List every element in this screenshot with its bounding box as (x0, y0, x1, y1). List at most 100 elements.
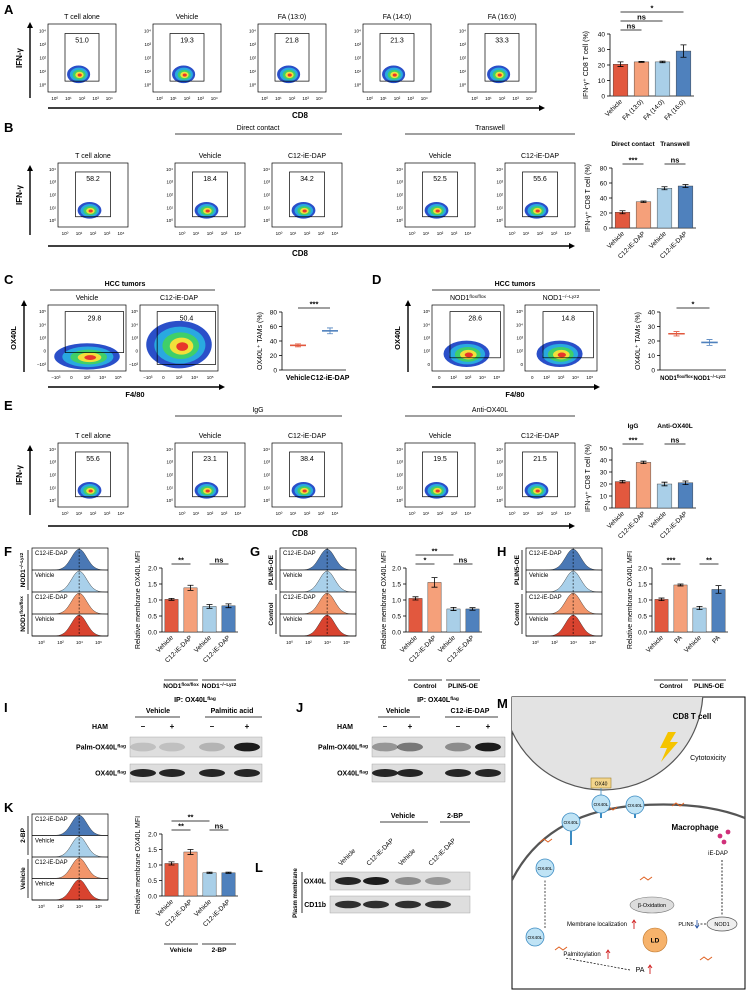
side-label: PLIN5-OE (514, 554, 521, 585)
y-tick-label: 0 (43, 349, 46, 354)
y-tick-label: 80 (270, 309, 278, 316)
x-tick-label: 10⁴ (332, 511, 339, 516)
x-tick-label: 0 (70, 375, 73, 380)
arrow-head (27, 165, 33, 171)
y-axis-label: IFN-γ⁺ CD8 T cell (%) (583, 31, 590, 99)
y-tick-label: 0.5 (148, 613, 157, 620)
y-tick-label: 10⁰ (396, 218, 403, 223)
x-tick-label: 10⁴ (526, 96, 533, 101)
sign-label: – (210, 722, 215, 731)
arrow-head (569, 243, 575, 249)
ham-label: HAM (92, 724, 108, 731)
y-tick-label: 1.5 (638, 581, 647, 588)
panel-letter: K (4, 800, 14, 815)
y-tick-label: 1.5 (148, 847, 157, 854)
y-tick-label: 10² (263, 193, 270, 198)
plot-title: Vehicle (76, 295, 99, 302)
flow-y-label: OX40L (393, 326, 402, 350)
y-tick-label: 10² (166, 193, 173, 198)
panel-letter: D (372, 272, 381, 287)
x-tick-label: 10² (537, 511, 544, 516)
significance-label: ns (627, 22, 636, 31)
density-contour (182, 73, 187, 77)
gate-percentage: 21.5 (533, 456, 547, 463)
density-contour (176, 342, 189, 351)
y-tick-label: 10³ (131, 336, 138, 341)
blot-band (234, 742, 260, 752)
ox40l-protein (561, 812, 581, 832)
y-tick-label: 10⁴ (39, 28, 46, 33)
y-tick-label: 10² (49, 193, 56, 198)
error-bar (640, 200, 647, 203)
side-label: PLIN5-OE (268, 554, 275, 585)
label-base: NOD1 (543, 295, 563, 302)
plot-title: T cell alone (64, 14, 100, 21)
blot-row-label: Palm-OX40Lflag (318, 743, 368, 752)
x-tick-label: 10² (499, 96, 506, 101)
x-tick-label: 10² (289, 96, 296, 101)
y-tick-label: 10² (354, 56, 361, 61)
flow-y-label: IFN-γ (15, 47, 24, 68)
blot-band (335, 900, 361, 909)
gate (75, 451, 111, 498)
blot-band (363, 900, 389, 909)
y-tick-label: 10⁵ (516, 309, 523, 314)
side-label: Control (268, 602, 275, 625)
significance-label: *** (629, 436, 638, 445)
y-tick-label: 10⁰ (166, 218, 173, 223)
diagram-label: OX40 (595, 782, 608, 788)
y-tick-label: 0.5 (148, 878, 157, 885)
x-tick-label: Vehicle (286, 375, 310, 382)
pathway-arrow (564, 957, 631, 971)
gate-percentage: 58.2 (86, 176, 100, 183)
significance-label: ** (178, 822, 184, 831)
arrow-head (405, 300, 411, 306)
bar (633, 61, 650, 97)
blot-band (425, 900, 451, 909)
arrow-head (27, 445, 33, 451)
y-tick-label: 10⁰ (354, 83, 361, 88)
y-axis-label: IFN-γ⁺ CD8 T cell (%) (585, 444, 592, 512)
diagram-label: NOD1 (714, 922, 729, 928)
y-tick-label: 10² (516, 349, 523, 354)
arrow-head (539, 105, 545, 111)
diagram-label: OX40L (528, 935, 543, 941)
diagram-label: LD (651, 938, 660, 945)
y-tick-label: 10³ (249, 42, 256, 47)
y-tick-label: 0.0 (638, 629, 647, 636)
y-tick-label: 50 (600, 445, 608, 452)
x-tick-label: 10³ (551, 231, 558, 236)
gate (169, 33, 205, 82)
bar (164, 863, 179, 897)
x-tick-label: Vehicle (645, 634, 665, 654)
x-tick-label: 10¹ (193, 511, 200, 516)
x-tick-label: 10⁰ (38, 904, 45, 909)
x-tick-label: 10⁰ (532, 640, 539, 645)
flow-x-label: CD8 (292, 529, 309, 538)
x-tick-label: 10⁰ (471, 96, 478, 101)
x-tick-label: 10⁴ (191, 375, 198, 380)
x-tick-label: 10³ (104, 231, 111, 236)
side-label: NOD1flox/flox (19, 596, 28, 632)
y-tick-label: 10⁰ (263, 498, 270, 503)
y-tick-label: 10³ (396, 180, 403, 185)
ham-label: HAM (337, 724, 353, 731)
diagram-label: Macrophage (671, 823, 719, 832)
bar (202, 872, 217, 897)
y-tick-label: 0 (603, 505, 607, 512)
plot-title: C12-iE-DAP (288, 433, 326, 440)
x-tick-label: 10⁰ (38, 640, 45, 645)
diagram-label: Membrane localization (567, 922, 627, 928)
label-base: IP: OX40L (174, 697, 208, 704)
y-tick-label: 10⁴ (49, 167, 56, 172)
x-tick-label: 10³ (465, 375, 472, 380)
x-tick-label: Vehicle (606, 230, 626, 250)
x-tick-label: 10⁶ (343, 640, 350, 645)
significance-label: ** (706, 556, 712, 565)
x-tick-label: PA (711, 634, 722, 645)
density-contour (435, 489, 440, 493)
error-bar (450, 606, 457, 611)
x-tick-label: 10⁴ (316, 96, 323, 101)
diagram-label: Cytotoxicity (690, 755, 726, 762)
plot-title: T cell alone (75, 153, 111, 160)
